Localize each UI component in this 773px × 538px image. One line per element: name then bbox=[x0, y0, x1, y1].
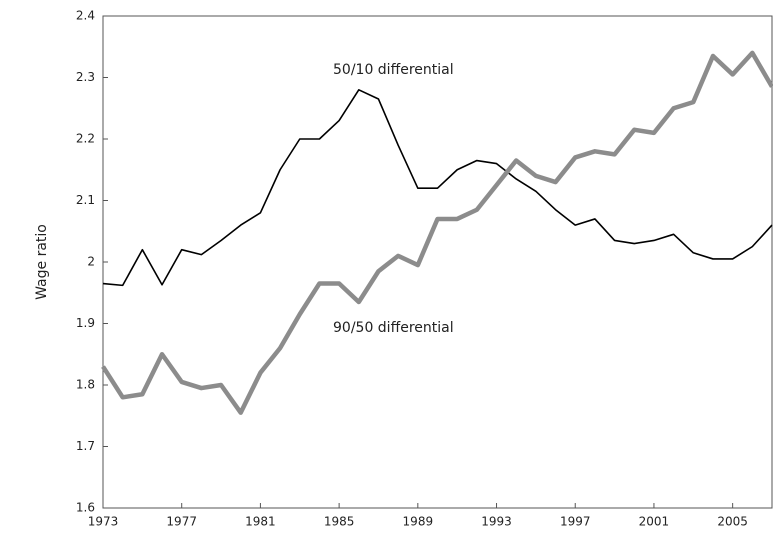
annotation: 90/50 differential bbox=[333, 320, 454, 336]
x-tick-label: 1993 bbox=[481, 515, 512, 529]
y-tick-label: 2.1 bbox=[76, 193, 95, 207]
series-line bbox=[102, 89, 773, 287]
x-tick-label: 1981 bbox=[245, 515, 276, 529]
x-tick-label: 1977 bbox=[166, 515, 197, 529]
x-tick-label: 1985 bbox=[324, 515, 355, 529]
y-tick-label: 2.3 bbox=[76, 70, 95, 84]
y-tick-label: 1.8 bbox=[76, 378, 95, 392]
y-tick-label: 1.6 bbox=[76, 501, 95, 515]
y-axis-label: Wage ratio bbox=[34, 224, 50, 300]
y-tick-label: 2.4 bbox=[76, 9, 95, 23]
y-tick-label: 2 bbox=[87, 255, 95, 269]
annotation: 50/10 differential bbox=[333, 62, 454, 78]
plot-frame bbox=[102, 15, 773, 509]
x-tick-label: 1973 bbox=[88, 515, 119, 529]
series-line bbox=[101, 50, 773, 415]
y-tick-label: 1.7 bbox=[76, 439, 95, 453]
y-tick-label: 1.9 bbox=[76, 316, 95, 330]
x-tick-label: 2001 bbox=[639, 515, 670, 529]
x-tick-label: 1989 bbox=[403, 515, 434, 529]
y-tick-label: 2.2 bbox=[76, 132, 95, 146]
x-tick-label: 2005 bbox=[717, 515, 748, 529]
x-tick-label: 1997 bbox=[560, 515, 591, 529]
